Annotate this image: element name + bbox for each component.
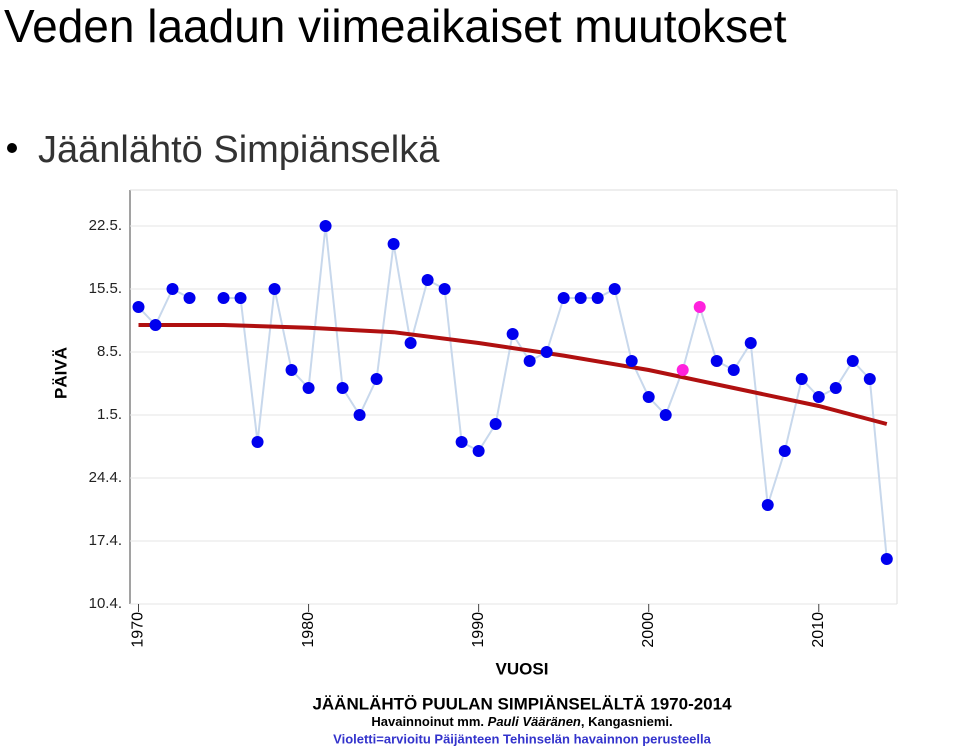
point: [268, 283, 281, 295]
point: [506, 328, 519, 340]
data-line: [223, 225, 888, 560]
point: [676, 364, 689, 376]
point: [149, 319, 162, 331]
y-tick-label: 1.5.: [97, 406, 122, 423]
y-tick-label: 10.4.: [89, 595, 122, 612]
point: [370, 373, 383, 385]
point: [761, 499, 774, 511]
x-tick-label: 1990: [470, 612, 487, 648]
point: [285, 364, 298, 376]
y-tick-label: 22.5.: [89, 217, 122, 234]
point: [608, 283, 621, 295]
point: [557, 292, 570, 304]
caption: JÄÄNLÄHTÖ PUULAN SIMPIÄNSELÄLTÄ 1970-201…: [312, 694, 732, 713]
point: [438, 283, 451, 295]
data-line: [137, 287, 190, 327]
y-tick-label: 8.5.: [97, 343, 122, 360]
point: [336, 382, 349, 394]
point: [880, 553, 893, 565]
point: [744, 337, 757, 349]
point: [659, 409, 672, 421]
point: [387, 238, 400, 250]
point: [829, 382, 842, 394]
point: [421, 274, 434, 286]
point: [404, 337, 417, 349]
credit-part: Havainnoinut mm.: [371, 714, 487, 729]
trend-line: [138, 323, 888, 426]
point: [574, 292, 587, 304]
point: [863, 373, 876, 385]
credit: Havainnoinut mm. Pauli Vääränen, Kangasn…: [371, 714, 672, 729]
point: [812, 391, 825, 403]
point: [472, 445, 485, 457]
y-tick-label: 15.5.: [89, 280, 122, 297]
point: [540, 346, 553, 358]
note: Violetti=arvioitu Päijänteen Tehinselän …: [333, 731, 711, 746]
point: [217, 292, 230, 304]
point: [710, 355, 723, 367]
point: [693, 301, 706, 313]
point: [523, 355, 536, 367]
point: [166, 283, 179, 295]
x-axis-label: VUOSI: [496, 659, 549, 678]
point: [132, 301, 145, 313]
x-tick-label: 1970: [130, 612, 147, 648]
point: [778, 445, 791, 457]
point: [302, 382, 315, 394]
point: [625, 355, 638, 367]
bullet-dot: [7, 143, 17, 153]
y-tick-label: 17.4.: [89, 532, 122, 549]
point: [846, 355, 859, 367]
x-tick-label: 2000: [640, 612, 657, 648]
point: [591, 292, 604, 304]
x-tick-label: 1980: [300, 612, 317, 648]
point: [727, 364, 740, 376]
x-tick-label: 2010: [810, 612, 827, 648]
y-axis-label: PÄIVÄ: [51, 347, 70, 399]
point: [183, 292, 196, 304]
credit-part: Pauli Vääränen: [488, 714, 581, 729]
point: [795, 373, 808, 385]
bullet: Jäänlähtö Simpiänselkä: [38, 129, 440, 171]
credit-part: , Kangasniemi.: [581, 714, 673, 729]
point: [489, 418, 502, 430]
point: [251, 436, 264, 448]
point: [234, 292, 247, 304]
point: [642, 391, 655, 403]
point: [319, 220, 332, 232]
point: [353, 409, 366, 421]
y-tick-label: 24.4.: [89, 469, 122, 486]
point: [455, 436, 468, 448]
heading: Veden laadun viimeaikaiset muutokset: [4, 0, 787, 52]
